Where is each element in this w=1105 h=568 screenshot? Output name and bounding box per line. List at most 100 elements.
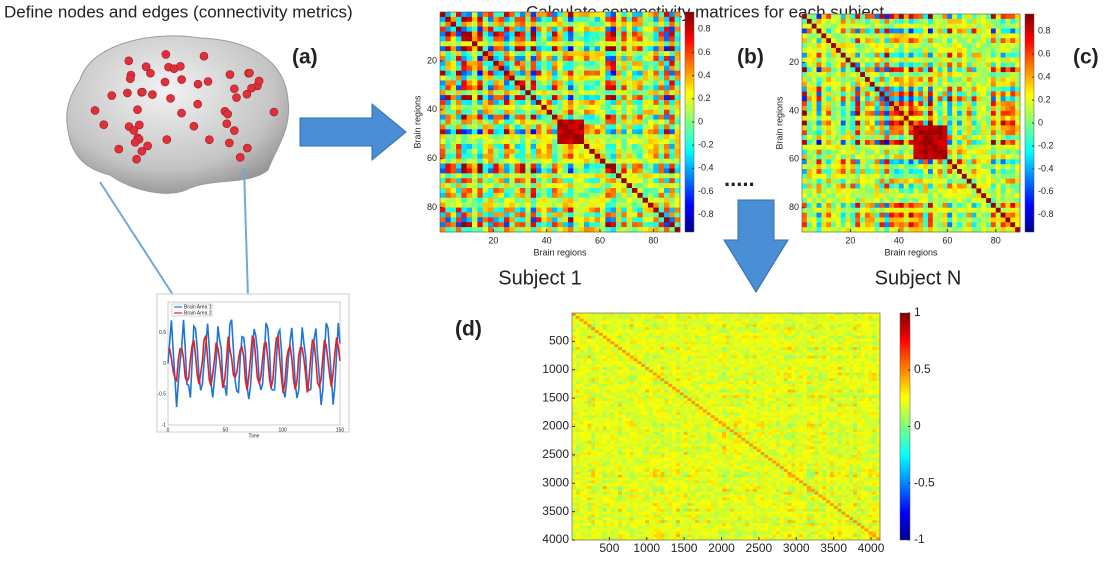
heatmap-cell [691,316,695,319]
heatmap-cell [831,33,836,38]
heatmap-cell [991,92,996,97]
heatmap-cell [976,53,981,58]
heatmap-cell [889,188,894,193]
heatmap-cell [726,322,730,325]
heatmap-cell [695,339,699,342]
heatmap-cell [630,327,634,330]
heatmap-cell [627,168,633,173]
heatmap-cell [996,48,1001,53]
heatmap-cell [600,159,606,164]
heatmap-cell [962,130,967,135]
heatmap-cell [991,154,996,159]
heatmap-cell [488,56,494,61]
heatmap-cell [996,227,1001,232]
heatmap-cell [664,105,670,110]
heatmap-cell [483,144,489,149]
heatmap-cell [776,324,780,327]
brain-node [115,145,123,153]
heatmap-cell [714,327,718,330]
heatmap-cell [509,95,515,100]
heatmap-cell [472,193,478,198]
caption: Subject N [875,267,962,289]
heatmap-cell [595,17,601,22]
heatmap-cell [627,222,633,227]
heatmap-cell [807,96,812,101]
heatmap-cell [568,76,574,81]
heatmap-cell [695,319,699,322]
heatmap-cell [991,222,996,227]
heatmap-cell [440,22,446,27]
heatmap-cell [967,53,972,58]
heatmap-cell [525,188,531,193]
heatmap-cell [791,313,795,316]
heatmap-cell [996,53,1001,58]
heatmap-cell [547,76,553,81]
heatmap-cell [637,36,643,41]
heatmap-cell [603,322,607,325]
heatmap-cell [472,66,478,71]
heatmap-cell [707,322,711,325]
heatmap-cell [579,208,585,213]
heatmap-cell [675,203,681,208]
heatmap-cell [659,178,665,183]
heatmap-cell [812,106,817,111]
heatmap-cell [688,313,692,316]
heatmap-cell [841,38,846,43]
heatmap-cell [653,339,657,342]
heatmap-cell [933,140,938,145]
heatmap-cell [776,316,780,319]
heatmap-cell [875,159,880,164]
heatmap-cell [986,222,991,227]
heatmap-cell [780,333,784,336]
heatmap-cell [669,144,675,149]
heatmap-cell [1005,87,1010,92]
heatmap-cell [836,164,841,169]
heatmap-cell [595,327,599,330]
heatmap-cell [643,22,649,27]
heatmap-cell [986,92,991,97]
heatmap-cell [493,66,499,71]
heatmap-cell [531,124,537,129]
heatmap-cell [477,17,483,22]
heatmap-cell [618,316,622,319]
heatmap-cell [967,48,972,53]
heatmap-cell [1001,208,1006,213]
heatmap-cell [757,330,761,333]
heatmap-cell [938,116,943,121]
heatmap-cell [541,71,547,76]
heatmap-cell [515,27,521,32]
heatmap-cell [634,313,638,316]
heatmap-cell [573,178,579,183]
heatmap-cell [899,154,904,159]
heatmap-cell [531,183,537,188]
heatmap-cell [972,227,977,232]
heatmap-cell [967,62,972,67]
heatmap-cell [1001,130,1006,135]
heatmap-cell [472,90,478,95]
heatmap-cell [472,134,478,139]
heatmap-cell [563,129,569,134]
heatmap-cell [855,159,860,164]
heatmap-cell [855,106,860,111]
heatmap-cell [445,80,451,85]
brain-node [224,110,232,118]
heatmap-cell [894,29,899,34]
heatmap-cell [589,198,595,203]
heatmap-cell [933,125,938,130]
heatmap-cell [875,24,880,29]
heatmap-cell [962,193,967,198]
heatmap-cell [868,313,872,316]
heatmap-cell [1015,77,1020,82]
heatmap-cell [933,222,938,227]
heatmap-cell [568,100,574,105]
heatmap-cell [933,193,938,198]
heatmap-cell [589,90,595,95]
heatmap-cell [568,134,574,139]
heatmap-cell [860,145,865,150]
heatmap-cell [865,316,869,319]
heatmap-cell [860,188,865,193]
heatmap-cell [967,174,972,179]
heatmap-cell [870,179,875,184]
heatmap-cell [807,87,812,92]
heatmap-cell [889,213,894,218]
